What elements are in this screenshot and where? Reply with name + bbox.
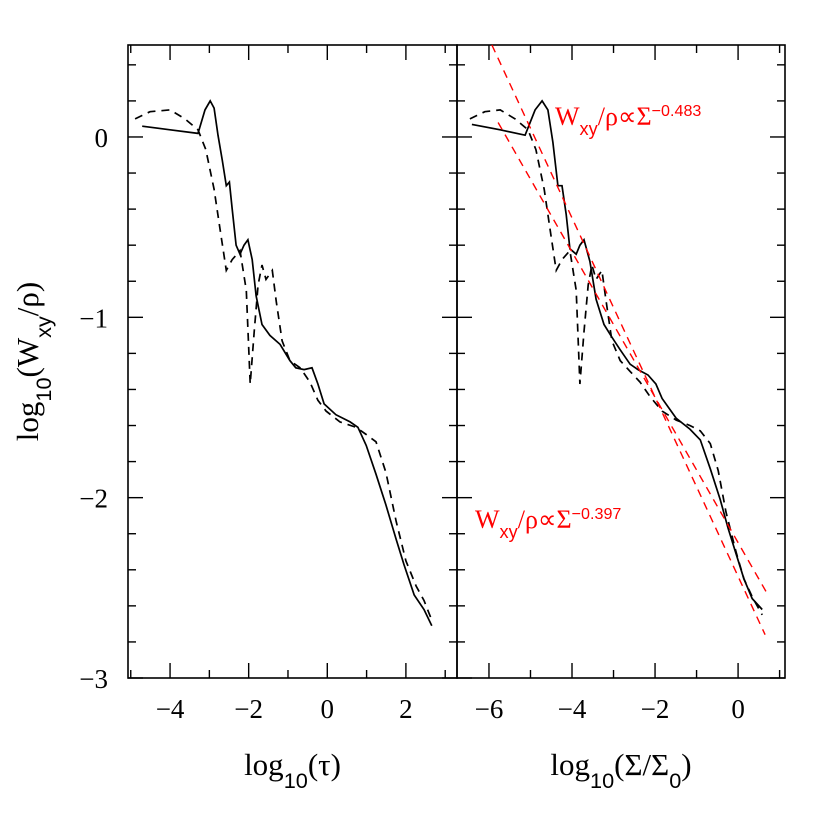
label-part: −0.397 xyxy=(572,505,622,523)
y-axis-label: log10(Wxy/ρ) xyxy=(10,282,56,441)
label-part: log xyxy=(10,402,45,442)
data-line xyxy=(142,99,433,627)
label-part: 10 xyxy=(284,768,308,793)
data-line xyxy=(134,109,433,621)
data-line xyxy=(471,99,763,611)
label-part: (Σ/Σ xyxy=(614,747,669,782)
label-part: log xyxy=(244,747,284,782)
label-part: /ρ∝Σ xyxy=(518,505,572,534)
data-line xyxy=(497,122,769,596)
plot-frame xyxy=(127,44,458,679)
label-part: 0 xyxy=(669,768,681,793)
x-tick-label: −4 xyxy=(156,694,185,724)
label-part: W xyxy=(475,505,500,534)
x-tick-label: −2 xyxy=(641,694,670,724)
y-tick-label: −3 xyxy=(79,664,108,694)
label-part: 10 xyxy=(31,377,56,401)
y-tick-label: −2 xyxy=(79,484,108,514)
label-part: xy xyxy=(580,119,599,139)
x-tick-label: −6 xyxy=(475,694,504,724)
x-tick-label: −4 xyxy=(558,694,587,724)
label-part: (τ) xyxy=(308,747,341,782)
x-tick-label: −2 xyxy=(234,694,263,724)
x-tick-label: 0 xyxy=(321,694,335,724)
annotation: Wxy/ρ∝Σ−0.397 xyxy=(475,505,621,542)
y-tick-label: 0 xyxy=(95,123,109,153)
data-line xyxy=(469,109,763,616)
label-part: (W xyxy=(10,337,45,377)
label-part: −0.483 xyxy=(652,102,702,120)
x-axis-label: log10(τ) xyxy=(244,747,341,793)
label-part: /ρ) xyxy=(10,282,45,316)
plot-frame xyxy=(456,44,786,679)
label-part: W xyxy=(555,102,580,131)
x-axis-label: log10(Σ/Σ0) xyxy=(550,747,691,793)
label-part: log xyxy=(550,747,590,782)
label-part: xy xyxy=(500,522,519,542)
label-part: ) xyxy=(681,747,691,782)
x-tick-label: 2 xyxy=(399,694,413,724)
x-tick-label: 0 xyxy=(731,694,745,724)
label-part: /ρ∝Σ xyxy=(598,102,652,131)
label-part: xy xyxy=(31,316,56,338)
annotation: Wxy/ρ∝Σ−0.483 xyxy=(555,102,701,139)
data-line xyxy=(491,44,766,635)
y-tick-label: −1 xyxy=(79,303,108,333)
label-part: 10 xyxy=(590,768,614,793)
